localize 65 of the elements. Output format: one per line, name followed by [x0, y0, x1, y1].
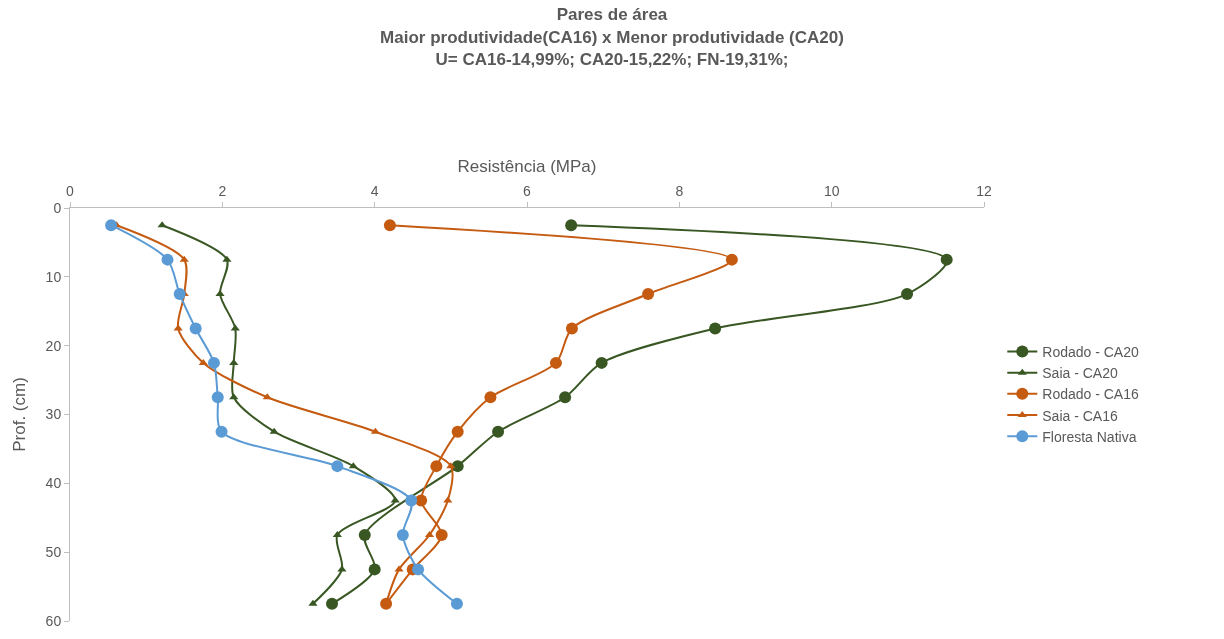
point [595, 356, 608, 369]
point [435, 528, 448, 541]
point [901, 288, 914, 301]
y-tick-label: 20 [45, 337, 62, 354]
point [565, 322, 578, 335]
x-tick-label: 2 [218, 183, 227, 200]
point [173, 288, 186, 301]
point [358, 528, 371, 541]
point [725, 253, 738, 266]
chart-title: Pares de área Maior produtividade(CA16) x Menor produtividade (CA20) U= CA16-14,99%; CA20-15,22%; FN-19,31%; [380, 5, 844, 69]
point [198, 358, 208, 365]
point [430, 460, 443, 473]
legend-label: Rodado - CA16 [1042, 386, 1139, 403]
legend-label: Floresta Nativa [1042, 428, 1137, 445]
point [451, 460, 464, 473]
point [642, 288, 655, 301]
point [405, 494, 418, 507]
point [565, 219, 578, 232]
y-tick-label: 40 [45, 475, 62, 492]
y-tick-label: 50 [45, 544, 62, 561]
point [940, 253, 953, 266]
point [368, 563, 381, 576]
point [396, 528, 409, 541]
y-tick-label: 60 [45, 612, 62, 629]
point [390, 496, 400, 503]
point [326, 597, 339, 610]
point [412, 563, 425, 576]
legend-label: Saia - CA20 [1042, 365, 1118, 382]
x-axis-title: Resistência (MPa) [457, 156, 597, 176]
y-tick-label: 10 [45, 268, 62, 285]
point [215, 290, 225, 297]
point [559, 391, 572, 404]
point [446, 462, 456, 469]
point [308, 599, 318, 606]
y-tick-label: 30 [45, 406, 62, 423]
point [222, 255, 232, 262]
point [179, 255, 189, 262]
x-tick-label: 0 [66, 183, 75, 200]
point [331, 460, 344, 473]
y-axis-title: Prof. (cm) [10, 377, 30, 452]
point [450, 597, 463, 610]
point [105, 219, 118, 232]
point [161, 253, 174, 266]
point [492, 425, 505, 438]
point [215, 425, 228, 438]
point [332, 530, 342, 537]
legend-label: Saia - CA16 [1042, 407, 1118, 424]
point [189, 322, 202, 335]
x-tick-label: 8 [675, 183, 684, 200]
point [383, 219, 396, 232]
point [443, 496, 453, 503]
x-tick-label: 6 [523, 183, 532, 200]
point [348, 462, 358, 469]
point [269, 427, 279, 434]
point [451, 425, 464, 438]
point [549, 356, 562, 369]
x-tick-label: 4 [370, 183, 379, 200]
x-tick-label: 12 [976, 183, 992, 200]
x-tick-label: 10 [823, 183, 840, 200]
point [207, 356, 220, 369]
point [709, 322, 722, 335]
point [211, 391, 224, 404]
y-tick-label: 0 [53, 199, 62, 216]
point [484, 391, 497, 404]
legend-label: Rodado - CA20 [1042, 343, 1139, 360]
